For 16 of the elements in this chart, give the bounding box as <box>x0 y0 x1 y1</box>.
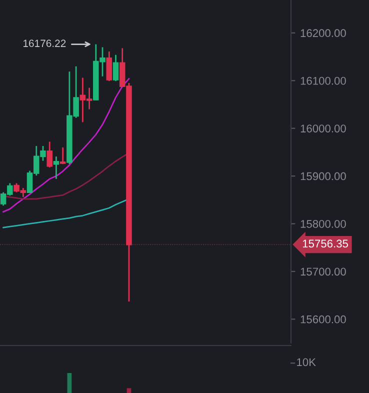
ref-line-label: 15756.35 <box>302 240 348 248</box>
line-series <box>2 78 130 213</box>
candlestick <box>46 140 52 168</box>
y-tick-label: 15700.00 <box>300 268 346 276</box>
y-tick-label: 16000.00 <box>300 124 346 132</box>
annotation: 16176.22 <box>23 40 66 48</box>
y-tick-label: 16100.00 <box>300 76 346 85</box>
candlestick <box>112 54 119 82</box>
y-tick-label: 15600.00 <box>300 315 346 324</box>
y-tick-label: 16200.00 <box>300 29 346 38</box>
y-tick-label: 15900.00 <box>300 172 346 180</box>
candlestick <box>53 156 60 180</box>
candlestick <box>60 146 66 165</box>
candlestick <box>106 50 112 82</box>
y-tick-label: 15800.00 <box>300 220 346 228</box>
text: 10K <box>297 358 316 366</box>
